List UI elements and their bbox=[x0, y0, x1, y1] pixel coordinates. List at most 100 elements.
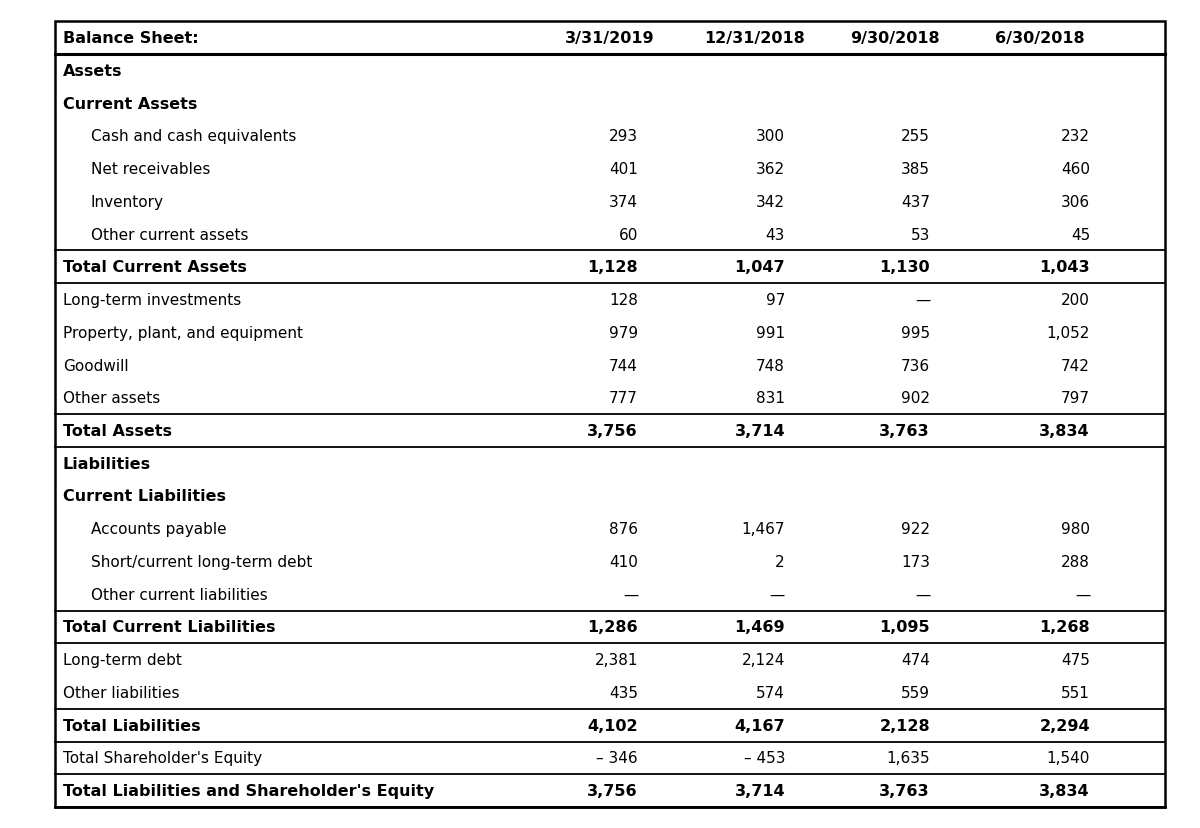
Text: 9/30/2018: 9/30/2018 bbox=[850, 31, 940, 46]
Text: Other liabilities: Other liabilities bbox=[64, 685, 180, 700]
Text: Short/current long-term debt: Short/current long-term debt bbox=[91, 554, 312, 570]
Text: 255: 255 bbox=[901, 129, 930, 144]
Text: 1,286: 1,286 bbox=[587, 619, 638, 635]
Text: 435: 435 bbox=[610, 685, 638, 700]
Text: 2,294: 2,294 bbox=[1039, 718, 1090, 733]
Text: —: — bbox=[769, 587, 785, 602]
Text: 401: 401 bbox=[610, 162, 638, 177]
Text: 797: 797 bbox=[1061, 391, 1090, 406]
Text: 3/31/2019: 3/31/2019 bbox=[565, 31, 655, 46]
Text: 748: 748 bbox=[756, 358, 785, 373]
Text: 1,635: 1,635 bbox=[887, 750, 930, 765]
Text: 831: 831 bbox=[756, 391, 785, 406]
Text: 1,043: 1,043 bbox=[1039, 260, 1090, 275]
Text: 3,714: 3,714 bbox=[734, 423, 785, 439]
Text: Other current liabilities: Other current liabilities bbox=[91, 587, 268, 602]
Text: 1,095: 1,095 bbox=[880, 619, 930, 635]
Text: 4,102: 4,102 bbox=[587, 718, 638, 733]
Text: 1,047: 1,047 bbox=[734, 260, 785, 275]
Text: Accounts payable: Accounts payable bbox=[91, 522, 227, 537]
Text: Long-term investments: Long-term investments bbox=[64, 292, 241, 308]
Text: 3,756: 3,756 bbox=[587, 423, 638, 439]
Text: Total Liabilities and Shareholder's Equity: Total Liabilities and Shareholder's Equi… bbox=[64, 783, 434, 798]
Text: 6/30/2018: 6/30/2018 bbox=[995, 31, 1085, 46]
Text: 742: 742 bbox=[1061, 358, 1090, 373]
Text: Inventory: Inventory bbox=[91, 195, 164, 209]
Text: 3,763: 3,763 bbox=[880, 783, 930, 798]
Text: Total Assets: Total Assets bbox=[64, 423, 172, 439]
Text: —: — bbox=[914, 292, 930, 308]
Text: 980: 980 bbox=[1061, 522, 1090, 537]
Text: Total Current Assets: Total Current Assets bbox=[64, 260, 247, 275]
Text: 922: 922 bbox=[901, 522, 930, 537]
Text: 1,052: 1,052 bbox=[1046, 325, 1090, 340]
Text: 902: 902 bbox=[901, 391, 930, 406]
Text: 551: 551 bbox=[1061, 685, 1090, 700]
Text: 3,834: 3,834 bbox=[1039, 783, 1090, 798]
Text: Long-term debt: Long-term debt bbox=[64, 652, 182, 667]
Text: 60: 60 bbox=[619, 228, 638, 243]
Text: 97: 97 bbox=[766, 292, 785, 308]
Text: 53: 53 bbox=[911, 228, 930, 243]
Text: 2,124: 2,124 bbox=[742, 652, 785, 667]
Text: 1,467: 1,467 bbox=[742, 522, 785, 537]
Text: 2,128: 2,128 bbox=[880, 718, 930, 733]
Text: 2,381: 2,381 bbox=[594, 652, 638, 667]
Text: 306: 306 bbox=[1061, 195, 1090, 209]
Text: 3,756: 3,756 bbox=[587, 783, 638, 798]
Text: Total Liabilities: Total Liabilities bbox=[64, 718, 200, 733]
Text: 744: 744 bbox=[610, 358, 638, 373]
Text: 232: 232 bbox=[1061, 129, 1090, 144]
Text: 43: 43 bbox=[766, 228, 785, 243]
Text: Liabilities: Liabilities bbox=[64, 456, 151, 471]
Text: 4,167: 4,167 bbox=[734, 718, 785, 733]
Text: Current Liabilities: Current Liabilities bbox=[64, 489, 226, 504]
Text: – 346: – 346 bbox=[596, 750, 638, 765]
Text: 991: 991 bbox=[756, 325, 785, 340]
Text: Other current assets: Other current assets bbox=[91, 228, 248, 243]
Text: Total Shareholder's Equity: Total Shareholder's Equity bbox=[64, 750, 262, 765]
Text: 574: 574 bbox=[756, 685, 785, 700]
Text: – 453: – 453 bbox=[744, 750, 785, 765]
Text: 385: 385 bbox=[901, 162, 930, 177]
Text: 374: 374 bbox=[610, 195, 638, 209]
Text: 460: 460 bbox=[1061, 162, 1090, 177]
Text: 736: 736 bbox=[901, 358, 930, 373]
Text: 173: 173 bbox=[901, 554, 930, 570]
Text: 777: 777 bbox=[610, 391, 638, 406]
Text: 475: 475 bbox=[1061, 652, 1090, 667]
Text: 362: 362 bbox=[756, 162, 785, 177]
Text: —: — bbox=[1075, 587, 1090, 602]
Text: 1,128: 1,128 bbox=[587, 260, 638, 275]
Text: Cash and cash equivalents: Cash and cash equivalents bbox=[91, 129, 296, 144]
Text: 342: 342 bbox=[756, 195, 785, 209]
Text: Property, plant, and equipment: Property, plant, and equipment bbox=[64, 325, 302, 340]
Text: 128: 128 bbox=[610, 292, 638, 308]
Text: 3,763: 3,763 bbox=[880, 423, 930, 439]
Text: 2: 2 bbox=[775, 554, 785, 570]
Text: Balance Sheet:: Balance Sheet: bbox=[64, 31, 199, 46]
Text: —: — bbox=[623, 587, 638, 602]
Text: Assets: Assets bbox=[64, 64, 122, 79]
Text: 1,130: 1,130 bbox=[880, 260, 930, 275]
Text: 995: 995 bbox=[901, 325, 930, 340]
Text: 1,268: 1,268 bbox=[1039, 619, 1090, 635]
Text: 3,714: 3,714 bbox=[734, 783, 785, 798]
Text: 3,834: 3,834 bbox=[1039, 423, 1090, 439]
Text: 474: 474 bbox=[901, 652, 930, 667]
Text: Total Current Liabilities: Total Current Liabilities bbox=[64, 619, 276, 635]
Text: 437: 437 bbox=[901, 195, 930, 209]
Text: Current Assets: Current Assets bbox=[64, 97, 197, 112]
Text: 288: 288 bbox=[1061, 554, 1090, 570]
Text: 1,540: 1,540 bbox=[1046, 750, 1090, 765]
Text: 410: 410 bbox=[610, 554, 638, 570]
Text: 1,469: 1,469 bbox=[734, 619, 785, 635]
Text: 876: 876 bbox=[610, 522, 638, 537]
Text: Net receivables: Net receivables bbox=[91, 162, 210, 177]
Text: 200: 200 bbox=[1061, 292, 1090, 308]
Text: Other assets: Other assets bbox=[64, 391, 161, 406]
Text: 559: 559 bbox=[901, 685, 930, 700]
Text: Goodwill: Goodwill bbox=[64, 358, 128, 373]
Text: 293: 293 bbox=[608, 129, 638, 144]
Text: 45: 45 bbox=[1070, 228, 1090, 243]
